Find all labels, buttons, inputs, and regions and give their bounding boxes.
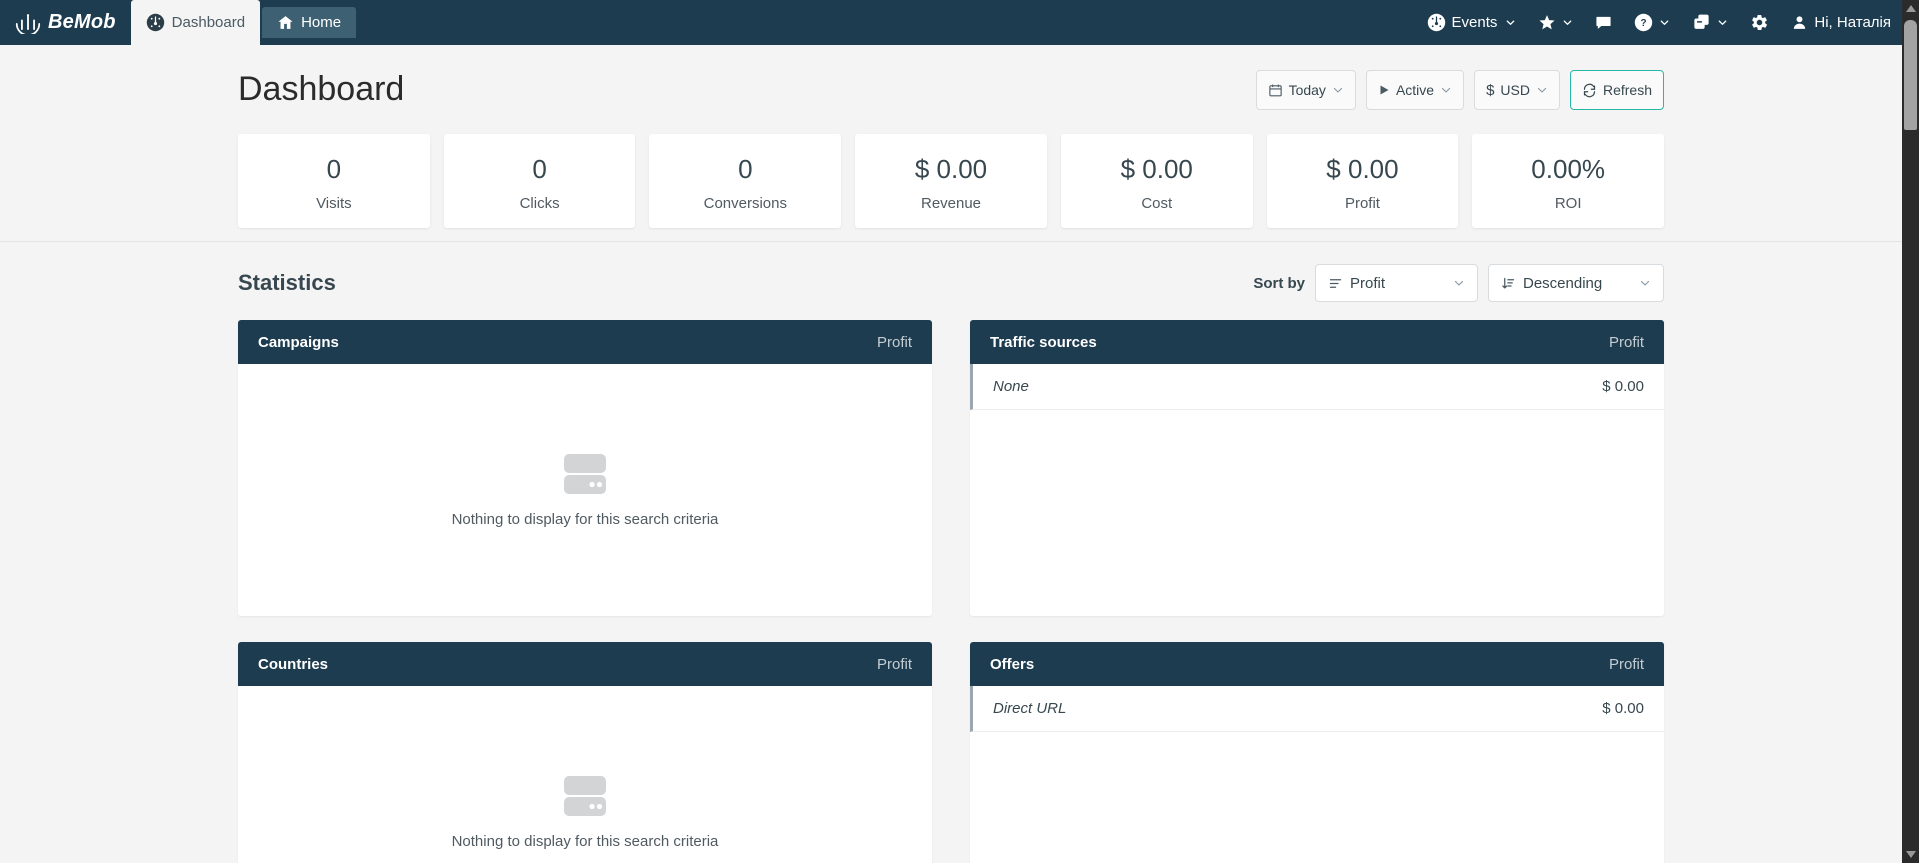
svg-text:?: ? — [1641, 18, 1647, 29]
